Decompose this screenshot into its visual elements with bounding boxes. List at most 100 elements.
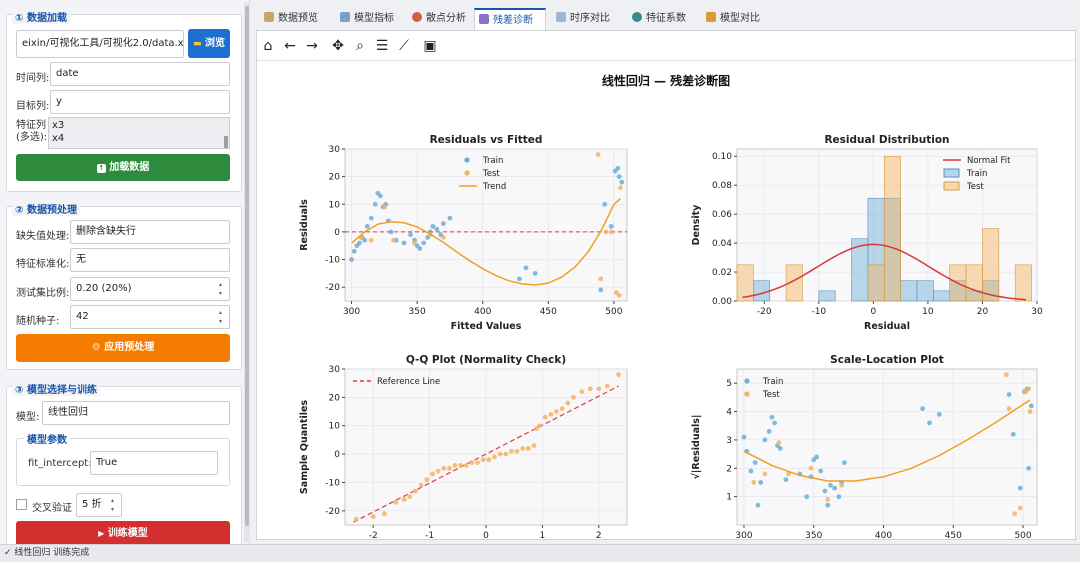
feature-list[interactable]: x3 x4 bbox=[48, 117, 230, 149]
y-tick-label: 2 bbox=[726, 464, 732, 474]
tab-residual-diagnosis[interactable]: 残差诊断 bbox=[474, 8, 546, 30]
feature-item[interactable]: x3 bbox=[52, 120, 65, 131]
histogram-bar-train bbox=[753, 280, 771, 302]
browse-button[interactable]: ▬ 浏览 bbox=[188, 29, 230, 58]
chart-title: Residuals vs Fitted bbox=[430, 134, 543, 146]
model-select[interactable]: 线性回归 bbox=[42, 401, 230, 425]
x-tick-label: 2 bbox=[596, 531, 602, 539]
feature-item[interactable]: x4 bbox=[52, 133, 65, 144]
x-tick-label: 500 bbox=[605, 307, 622, 317]
data-load-title: ① 数据加载 bbox=[12, 9, 70, 24]
scale-select[interactable]: 无 bbox=[70, 248, 230, 272]
y-tick-label: 3 bbox=[726, 436, 732, 446]
y-tick-label: -20 bbox=[325, 283, 340, 293]
chart-title: Q-Q Plot (Normality Check) bbox=[406, 354, 566, 366]
histogram-bar-test bbox=[785, 264, 803, 302]
data-point bbox=[480, 457, 486, 463]
missing-select[interactable]: 删除含缺失行 bbox=[70, 220, 230, 244]
data-point bbox=[619, 179, 625, 185]
histogram-bar-train bbox=[933, 290, 951, 302]
feature-list-scrollbar[interactable] bbox=[224, 136, 228, 148]
cv-folds-stepper[interactable]: 5 折 ▴ ▾ bbox=[76, 493, 122, 517]
chart-title: Scale-Location Plot bbox=[830, 354, 944, 366]
apply-preprocess-button[interactable]: ⚙ 应用预处理 bbox=[16, 334, 230, 362]
data-point bbox=[469, 460, 475, 465]
fit-intercept-select[interactable]: True bbox=[90, 451, 218, 475]
stepper-arrows-icon[interactable]: ▴ ▾ bbox=[219, 309, 223, 325]
tab-scatter-analysis[interactable]: 散点分析 bbox=[408, 8, 478, 30]
y-tick-label: -10 bbox=[325, 256, 340, 266]
data-point bbox=[920, 406, 925, 412]
data-point bbox=[602, 201, 608, 207]
x-tick-label: 300 bbox=[343, 307, 360, 317]
tab-data-preview[interactable]: 数据预览 bbox=[260, 8, 336, 30]
train-model-button[interactable]: ▶ 训练模型 bbox=[16, 521, 230, 544]
data-point bbox=[517, 276, 522, 282]
panel-scrollbar-thumb[interactable] bbox=[245, 6, 249, 526]
stepper-arrows-icon[interactable]: ▴ ▾ bbox=[111, 497, 115, 513]
data-point bbox=[382, 511, 387, 517]
tab-feature-coef[interactable]: 特征系数 bbox=[628, 8, 700, 30]
data-point bbox=[762, 471, 768, 477]
data-point bbox=[378, 193, 383, 199]
seed-stepper[interactable]: 42 ▴ ▾ bbox=[70, 305, 230, 329]
tab-model-metrics[interactable]: 模型指标 bbox=[336, 8, 408, 30]
data-point bbox=[424, 477, 430, 483]
y-tick-label: 10 bbox=[329, 422, 341, 432]
home-icon[interactable]: ⌂ bbox=[263, 38, 273, 54]
data-point bbox=[412, 240, 417, 246]
data-point bbox=[531, 443, 537, 448]
upload-icon: ↑ bbox=[96, 164, 106, 173]
data-point bbox=[391, 237, 396, 243]
data-point bbox=[497, 451, 503, 457]
back-arrow-icon[interactable]: ← bbox=[284, 38, 296, 54]
forward-arrow-icon[interactable]: → bbox=[306, 38, 318, 54]
data-point bbox=[603, 229, 609, 235]
data-point bbox=[393, 499, 399, 505]
time-col-input[interactable]: date bbox=[50, 62, 230, 86]
data-point bbox=[548, 411, 554, 417]
data-point bbox=[492, 454, 497, 460]
data-point bbox=[418, 482, 424, 488]
stepper-arrows-icon[interactable]: ▴ ▾ bbox=[219, 281, 223, 297]
tab-time-series[interactable]: 时序对比 bbox=[552, 8, 626, 30]
folder-icon: ▬ bbox=[193, 39, 202, 49]
pan-icon[interactable]: ✥ bbox=[332, 38, 344, 54]
data-point bbox=[440, 221, 446, 227]
x-tick-label: -1 bbox=[425, 531, 434, 539]
fit-intercept-label: fit_intercept: bbox=[28, 458, 92, 469]
zoom-icon[interactable]: ⌕ bbox=[356, 38, 364, 54]
data-point bbox=[587, 386, 593, 392]
edit-axis-icon[interactable]: ⟋ bbox=[399, 38, 409, 54]
y-tick-label: 1 bbox=[726, 493, 732, 503]
data-point bbox=[783, 477, 789, 483]
file-path-input[interactable]: eixin/可视化工具/可视化2.0/data.xlsx bbox=[16, 30, 184, 58]
data-point bbox=[936, 411, 942, 417]
test-ratio-stepper[interactable]: 0.20 (20%) ▴ ▾ bbox=[70, 277, 230, 301]
data-point bbox=[1029, 403, 1034, 409]
data-point bbox=[542, 414, 548, 420]
scale-label: 特征标准化: bbox=[16, 259, 70, 270]
data-point bbox=[776, 440, 782, 446]
data-point bbox=[1026, 465, 1032, 471]
data-point bbox=[1006, 406, 1012, 412]
data-point bbox=[769, 414, 775, 420]
data-point bbox=[1003, 372, 1009, 378]
data-point bbox=[808, 465, 814, 471]
x-tick-label: 350 bbox=[409, 307, 426, 317]
data-point bbox=[766, 429, 772, 434]
target-col-input[interactable]: y bbox=[50, 90, 230, 114]
data-point bbox=[430, 223, 436, 229]
params-title: 模型参数 bbox=[24, 431, 70, 446]
data-point bbox=[1017, 505, 1023, 511]
data-point bbox=[435, 468, 441, 474]
load-data-button[interactable]: ↑ 加载数据 bbox=[16, 154, 230, 181]
save-icon[interactable]: ▣ bbox=[423, 38, 437, 54]
data-point bbox=[758, 480, 764, 485]
tab-model-compare[interactable]: 模型对比 bbox=[702, 8, 774, 30]
data-point bbox=[351, 248, 357, 254]
data-point bbox=[370, 514, 376, 519]
configure-icon[interactable]: ☰ bbox=[375, 38, 389, 54]
cv-checkbox[interactable] bbox=[16, 499, 27, 510]
legend-label: Reference Line bbox=[377, 377, 440, 387]
